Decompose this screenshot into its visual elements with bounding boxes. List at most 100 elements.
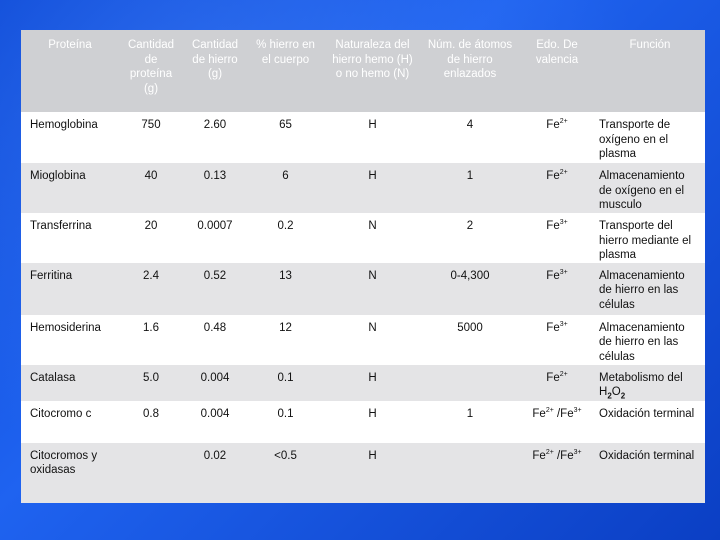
header-iron-amount: Cantidad de hierro (g): [191, 39, 239, 80]
table-row: Transferrina 20 0.0007 0.2 N 2 Fe3+ Tran…: [21, 213, 705, 263]
cell-protein: Ferritina: [30, 269, 73, 282]
cell-valence: Fe2+: [519, 112, 595, 163]
cell-protein: Transferrina: [30, 220, 92, 232]
cell-iron-atoms: 2: [466, 220, 474, 232]
formula-h: H: [599, 386, 608, 398]
cell-iron-amount: 0.004: [200, 407, 230, 420]
header-iron-nature: Naturaleza del hierro hemo (H) o no hemo…: [332, 39, 413, 80]
cell-valence: Fe2+: [519, 365, 595, 401]
table-row: Citocromo c 0.8 0.004 0.1 H 1 Fe2+ /Fe3+…: [21, 400, 705, 443]
cell-protein: Citocromos y oxidasas: [30, 449, 98, 477]
cell-protein-amount: 750: [141, 119, 161, 131]
valence-base: Fe: [546, 269, 560, 282]
cell-protein-amount: 2.4: [143, 269, 159, 282]
cell-function: Oxidación terminal: [599, 449, 695, 462]
table-row: Hemoglobina 750 2.60 65 H 4 Fe2+ Transpo…: [21, 112, 705, 163]
valence-base: Fe: [546, 371, 560, 384]
cell-protein: Citocromo c: [30, 407, 92, 420]
formula-sub-2: 2: [620, 391, 626, 401]
cell-protein-amount: 40: [144, 170, 158, 182]
valence-charge-2: 3+: [573, 448, 582, 456]
cell-protein: Hemosiderina: [30, 321, 101, 334]
cell-iron-amount: 0.02: [203, 449, 227, 462]
cell-function: Transporte de oxígeno en el plasma: [599, 119, 671, 160]
function-text: Metabolismo del: [599, 371, 683, 384]
valence-base: Fe: [546, 119, 560, 131]
valence-base: Fe: [546, 170, 560, 182]
cell-valence: Fe2+ /Fe3+: [519, 443, 595, 503]
cell-protein-amount: 0.8: [143, 407, 159, 420]
cell-iron-nature: N: [368, 220, 377, 232]
valence-charge: 3+: [559, 219, 568, 227]
cell-valence: Fe2+ /Fe3+: [519, 401, 595, 443]
cell-protein-amount: 20: [144, 220, 158, 232]
cell-protein: Mioglobina: [30, 170, 86, 182]
cell-iron-atoms: 4: [466, 119, 474, 131]
valence-separator: /Fe: [553, 449, 574, 462]
header-valence: Edo. De valencia: [535, 39, 579, 66]
cell-iron-atoms: 0-4,300: [450, 269, 490, 282]
cell-iron-percent: <0.5: [274, 449, 297, 462]
cell-iron-atoms: [421, 443, 519, 503]
cell-iron-amount: 0.48: [203, 321, 227, 334]
table-row: Ferritina 2.4 0.52 13 N 0-4,300 Fe3+ Alm…: [21, 262, 705, 315]
cell-iron-amount: 0.13: [203, 170, 227, 182]
cell-function: Almacenamiento de hierro en las células: [599, 321, 685, 363]
valence-charge: 2+: [559, 118, 568, 126]
valence-charge: 2+: [545, 448, 554, 456]
valence-charge: 2+: [559, 169, 568, 177]
cell-protein-amount: 1.6: [143, 321, 159, 334]
iron-proteins-table-panel: Proteína Cantidad de proteína (g) Cantid…: [21, 30, 705, 503]
cell-iron-percent: 13: [279, 269, 292, 282]
cell-iron-nature: H: [368, 170, 377, 182]
cell-iron-amount: 0.004: [200, 371, 230, 384]
cell-protein-amount: [119, 443, 183, 503]
table-row: Citocromos y oxidasas 0.02 <0.5 H Fe2+ /…: [21, 442, 705, 503]
table-row: Mioglobina 40 0.13 6 H 1 Fe2+ Almacenami…: [21, 163, 705, 213]
cell-valence: Fe3+: [519, 315, 595, 365]
cell-valence: Fe2+: [519, 163, 595, 213]
valence-charge: 2+: [545, 406, 554, 414]
cell-iron-nature: H: [368, 407, 377, 420]
valence-charge-2: 3+: [573, 406, 582, 414]
formula-sub-1: 2: [607, 391, 612, 401]
cell-function: Metabolismo del H2O2: [595, 365, 705, 401]
cell-iron-nature: H: [368, 119, 377, 131]
cell-valence: Fe3+: [519, 263, 595, 315]
cell-iron-percent: 6: [282, 170, 289, 182]
valence-base: Fe: [532, 449, 546, 462]
valence-charge: 3+: [559, 268, 568, 276]
cell-iron-atoms: [421, 365, 519, 401]
h2o2-formula: H2O2: [599, 386, 626, 401]
valence-base: Fe: [546, 220, 560, 232]
formula-o: O: [611, 386, 621, 398]
cell-protein: Hemoglobina: [30, 119, 98, 131]
header-function: Función: [629, 39, 671, 51]
cell-iron-percent: 65: [279, 119, 292, 131]
valence-base: Fe: [532, 407, 546, 420]
valence-charge: 2+: [559, 370, 568, 378]
cell-iron-percent: 0.1: [277, 407, 294, 420]
cell-valence: Fe3+: [519, 213, 595, 263]
table-header-row: Proteína Cantidad de proteína (g) Cantid…: [21, 30, 705, 112]
header-iron-atoms: Núm. de átomos de hierro enlazados: [427, 39, 513, 80]
valence-charge: 3+: [559, 320, 568, 328]
iron-proteins-table: Proteína Cantidad de proteína (g) Cantid…: [21, 30, 705, 503]
cell-iron-nature: N: [368, 321, 377, 334]
cell-iron-amount: 0.52: [203, 269, 227, 282]
cell-iron-atoms: 1: [466, 170, 474, 182]
cell-iron-percent: 12: [279, 321, 292, 334]
cell-iron-amount: 2.60: [203, 119, 227, 131]
table-row: Catalasa 5.0 0.004 0.1 H Fe2+ Metabolism…: [21, 364, 705, 401]
cell-function: Almacenamiento de hierro en las células: [599, 269, 685, 311]
cell-iron-nature: N: [368, 269, 377, 282]
valence-base: Fe: [546, 321, 560, 334]
cell-iron-nature: H: [368, 371, 377, 384]
cell-iron-atoms: 1: [466, 407, 474, 420]
cell-iron-percent: 0.2: [277, 220, 294, 232]
cell-function: Transporte del hierro mediante el plasma: [599, 220, 692, 261]
cell-iron-amount: 0.0007: [197, 220, 233, 232]
header-protein-amount: Cantidad de proteína (g): [127, 39, 175, 95]
cell-function: Almacenamiento de oxígeno en el musculo: [599, 170, 685, 211]
cell-iron-percent: 0.1: [277, 371, 294, 384]
